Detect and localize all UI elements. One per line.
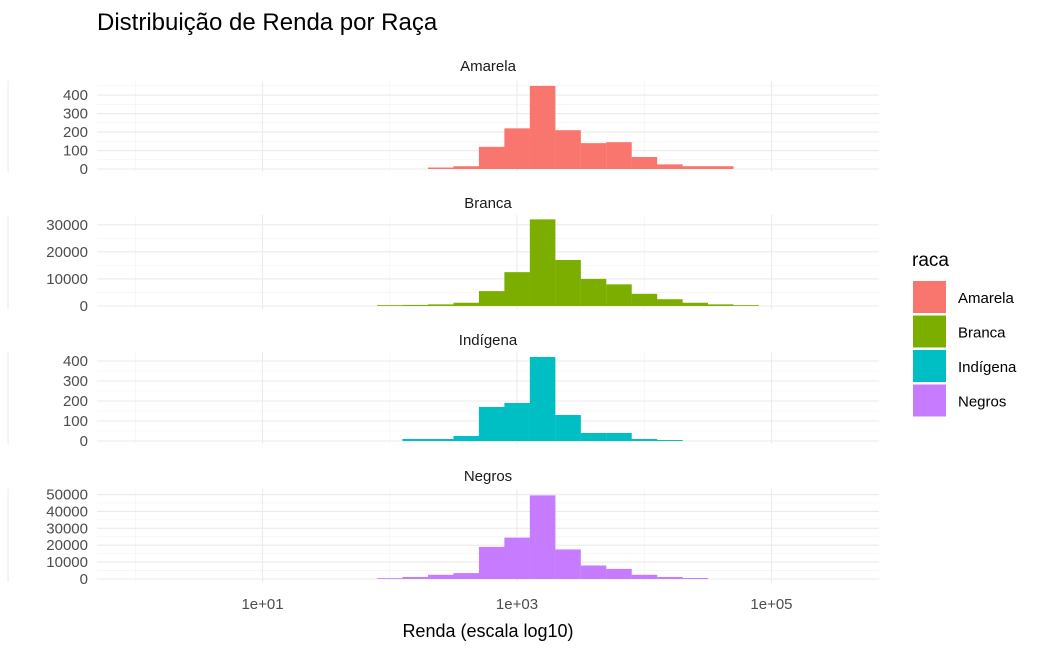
histogram-bar (529, 219, 556, 306)
histogram-bar (402, 439, 428, 441)
y-tick-label: 10000 (46, 554, 88, 571)
chart-title: Distribuição de Renda por Raça (97, 9, 438, 36)
histogram-bar (453, 302, 480, 306)
histogram-bar (606, 433, 632, 441)
facet-panel-branca: Branca 0 10000 20000 30000 (7, 195, 879, 315)
legend-label: Amarela (958, 290, 1015, 307)
y-tick-label: 0 (80, 161, 88, 178)
legend-swatch (913, 315, 946, 348)
histogram-bar (529, 357, 556, 441)
facet-panel-indígena: Indígena 0 100 200 300 400 (7, 332, 879, 450)
histogram-bar (657, 440, 683, 441)
y-tick-label: 40000 (46, 503, 88, 520)
histogram-bar (453, 573, 480, 579)
histogram-bar (504, 537, 530, 579)
x-tick-label: 1e+01 (241, 596, 283, 613)
facet-strip-label: Negros (464, 468, 512, 485)
legend-swatch (913, 350, 946, 382)
legend-swatch (913, 281, 946, 313)
y-tick-label: 10000 (46, 271, 88, 288)
histogram-bar (682, 577, 709, 579)
legend: raca Amarela Branca Indígena Negros (912, 250, 1017, 417)
histogram-bar (529, 495, 556, 579)
histogram-bar (555, 259, 581, 306)
facet-panels: Amarela0100200300400Branca01000020000300… (7, 58, 879, 588)
histogram-bar (657, 164, 683, 169)
facet-strip-label: Branca (464, 195, 512, 212)
histogram-bar (555, 415, 581, 441)
histogram-bar (733, 305, 759, 306)
histogram-bar (580, 433, 607, 441)
legend-label: Branca (958, 325, 1006, 342)
y-tick-label: 400 (63, 353, 88, 370)
legend-label: Indígena (958, 359, 1017, 376)
histogram-bar (377, 578, 403, 579)
histogram-bar (427, 304, 454, 306)
y-tick-label: 30000 (46, 217, 88, 234)
y-tick-label: 0 (80, 571, 88, 588)
histogram-bar (427, 574, 454, 579)
y-tick-label: 50000 (46, 487, 88, 504)
histogram-bar (707, 304, 734, 306)
facet-strip-label: Amarela (460, 58, 517, 75)
histogram-bar (707, 166, 734, 169)
histogram-bar (478, 291, 505, 306)
histogram-bar (529, 85, 556, 169)
histogram-bar (580, 565, 607, 579)
histogram-bar (631, 293, 658, 306)
y-tick-label: 300 (63, 373, 88, 390)
legend-label: Negros (958, 394, 1006, 411)
y-tick-label: 20000 (46, 244, 88, 261)
histogram-bar (682, 166, 709, 169)
y-tick-label: 200 (63, 393, 88, 410)
legend-swatch (913, 384, 946, 417)
histogram-bar (427, 439, 454, 441)
y-tick-label: 100 (63, 143, 88, 160)
y-tick-label: 0 (80, 298, 88, 315)
histogram-bar (478, 146, 505, 169)
histogram-bar (453, 436, 480, 441)
histogram-bar (631, 574, 658, 579)
histogram-bar (682, 302, 709, 306)
histogram-bar (606, 568, 632, 579)
x-tick-label: 1e+03 (496, 596, 538, 613)
histogram-bar (606, 284, 632, 306)
y-tick-label: 30000 (46, 520, 88, 537)
histogram-bar (657, 299, 683, 306)
x-tick-label: 1e+05 (750, 596, 792, 613)
histogram-bar (631, 156, 658, 169)
y-tick-label: 20000 (46, 537, 88, 554)
histogram-bar (402, 576, 428, 579)
y-tick-label: 400 (63, 87, 88, 104)
histogram-bar (504, 272, 530, 306)
y-tick-label: 300 (63, 106, 88, 123)
histogram-bar (504, 128, 530, 169)
y-tick-label: 0 (80, 433, 88, 450)
x-axis: 1e+01 1e+03 1e+05 (241, 596, 792, 613)
histogram-bar (555, 549, 581, 579)
histogram-bar (478, 546, 505, 579)
y-tick-label: 200 (63, 124, 88, 141)
x-axis-label: Renda (escala log10) (402, 621, 573, 641)
histogram-bar (580, 278, 607, 306)
histogram-bar (402, 304, 428, 306)
histogram-bar (555, 130, 581, 169)
histogram-bar (504, 403, 530, 441)
histogram-bar (580, 143, 607, 169)
legend-title: raca (912, 250, 949, 271)
histogram-bar (427, 167, 454, 169)
y-tick-label: 100 (63, 413, 88, 430)
histogram-bar (657, 576, 683, 579)
facet-strip-label: Indígena (459, 332, 518, 349)
histogram-bar (606, 142, 632, 169)
histogram-bar (631, 439, 658, 441)
histogram-bar (377, 305, 403, 306)
histogram-bar (453, 166, 480, 169)
histogram-bar (478, 407, 505, 441)
